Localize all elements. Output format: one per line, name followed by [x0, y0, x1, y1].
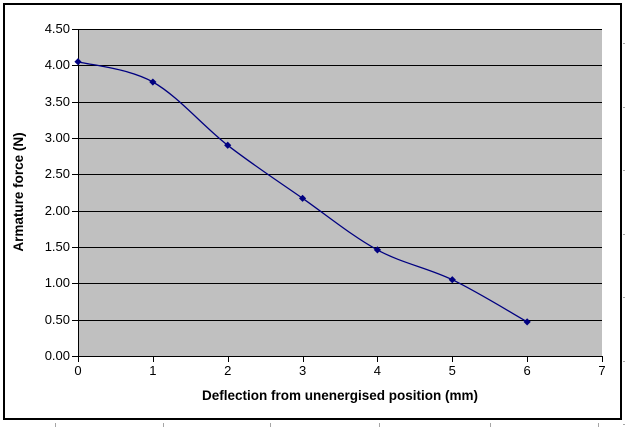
y-tick-label: 3.50	[44, 93, 70, 109]
y-axis-title: Armature force (N)	[11, 132, 26, 252]
y-tick-label: 4.00	[44, 57, 70, 73]
x-tick-label: 5	[448, 363, 456, 378]
x-tick-label: 2	[224, 363, 232, 378]
y-tick-label: 2.00	[44, 202, 70, 218]
x-tick-label: 4	[373, 363, 382, 378]
data-point-marker	[74, 58, 82, 66]
y-tick-label: 4.50	[44, 21, 70, 36]
data-point-marker	[373, 246, 382, 254]
x-tick-label: 1	[149, 363, 157, 378]
x-tick-label: 3	[298, 363, 307, 378]
y-tick-label: 3.00	[44, 130, 70, 145]
y-tick-label: 2.50	[44, 166, 70, 182]
data-point-marker	[298, 194, 307, 202]
x-tick-label: 0	[74, 363, 82, 378]
y-tick-label: 1.50	[44, 239, 70, 254]
y-tick-label: 0.00	[44, 348, 70, 363]
data-point-marker	[149, 78, 157, 86]
data-point-marker	[448, 276, 456, 284]
x-axis-title: Deflection from unenergised position (mm…	[201, 388, 479, 403]
x-tick-label: 6	[523, 363, 531, 378]
y-tick-label: 1.00	[44, 275, 70, 291]
data-point-marker	[523, 318, 531, 326]
x-tick-label: 7	[598, 363, 606, 378]
y-tick-label: 0.50	[44, 311, 70, 327]
plot-background	[78, 29, 602, 356]
data-point-marker	[224, 141, 232, 149]
